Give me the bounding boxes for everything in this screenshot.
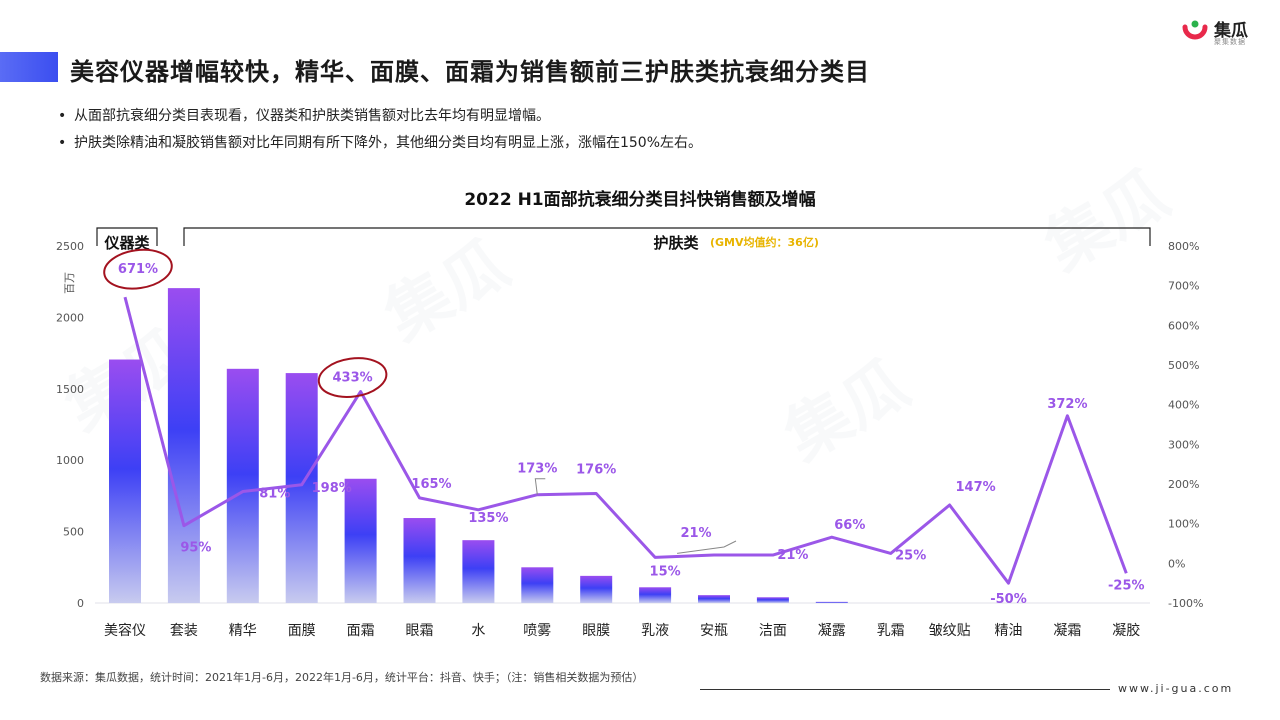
growth-data-label: 135% — [468, 511, 508, 526]
y-axis-label: 百万 — [63, 272, 76, 294]
leader-line — [534, 478, 546, 495]
bar — [344, 478, 377, 603]
logo-icon — [1182, 20, 1208, 40]
growth-data-label: 198% — [312, 481, 352, 496]
bullet-item: 护肤类除精油和凝胶销售额对比年同期有所下降外，其他细分类目均有明显上涨，涨幅在1… — [58, 130, 702, 157]
growth-line-path — [123, 296, 1128, 585]
category-label: 面霜 — [347, 623, 375, 639]
growth-data-label: 671% — [118, 262, 158, 277]
category-label: 凝霜 — [1053, 623, 1081, 639]
growth-data-label: 147% — [956, 480, 996, 495]
bar — [226, 368, 259, 603]
y-tick-label: 1500 — [56, 383, 84, 396]
y-tick-label: 2000 — [56, 311, 84, 324]
y2-tick-label: -100% — [1168, 597, 1203, 610]
y-tick-label: 0 — [77, 597, 84, 610]
y2-tick-label: 200% — [1168, 478, 1199, 491]
group-note: (GMV均值约：36亿) — [710, 235, 819, 249]
bar — [815, 601, 848, 603]
growth-labels: 671% 95% 81% 198% 433% 165% 135% 173% 176% 15% 21%… — [103, 248, 1145, 607]
y-tick-label: 1000 — [56, 454, 84, 467]
bar — [109, 359, 141, 603]
growth-data-label: -25% — [1108, 578, 1145, 593]
category-label: 皱纹贴 — [929, 623, 971, 639]
bar — [285, 373, 318, 603]
growth-data-label: 165% — [411, 477, 451, 492]
category-label: 喷雾 — [523, 623, 551, 639]
bar — [167, 288, 200, 603]
bar — [580, 575, 613, 603]
growth-data-label: 66% — [834, 518, 865, 533]
category-label: 乳液 — [641, 623, 669, 639]
bullet-item: 从面部抗衰细分类目表现看，仪器类和护肤类销售额对比去年均有明显增幅。 — [58, 103, 702, 130]
group-bracket — [183, 227, 1151, 246]
title-accent-bar — [0, 52, 58, 82]
category-groups: 仪器类 护肤类 (GMV均值约：36亿) — [96, 227, 1151, 252]
growth-data-label: 372% — [1047, 397, 1087, 412]
growth-data-label: 25% — [895, 548, 926, 563]
category-labels: 美容仪 套装 精华 面膜 面霜 眼霜 水 喷雾 眼膜 乳液 安瓶 洁面 凝露 乳霜 皱纹贴 精油 凝霜 凝胶 — [104, 622, 1140, 639]
bar — [698, 595, 730, 603]
growth-data-label: 21% — [777, 548, 808, 563]
category-label: 眼膜 — [582, 623, 610, 639]
summary-bullets: 从面部抗衰细分类目表现看，仪器类和护肤类销售额对比去年均有明显增幅。 护肤类除精… — [58, 103, 702, 157]
y2-tick-label: 400% — [1168, 399, 1199, 412]
logo-subtext: 聚集数据 — [1214, 38, 1246, 46]
category-label: 洁面 — [759, 623, 787, 639]
category-label: 套装 — [170, 623, 198, 639]
bar — [403, 518, 436, 603]
growth-data-label: 15% — [650, 564, 681, 579]
y2-tick-label: 500% — [1168, 359, 1199, 372]
bar — [756, 597, 789, 603]
logo-text: 集瓜 — [1214, 21, 1248, 41]
bars — [109, 288, 848, 603]
y-tick-label: 2500 — [56, 240, 84, 253]
page-title: 美容仪器增幅较快，精华、面膜、面霜为销售额前三护肤类抗衰细分类目 — [70, 58, 870, 86]
category-label: 精华 — [229, 623, 257, 639]
highlight-circle — [317, 357, 388, 398]
growth-data-label: 433% — [333, 371, 373, 386]
axes: 0 500 1000 1500 2000 2500 百万 -100% 0% 100% 200% 300… — [56, 240, 1203, 610]
y2-tick-label: 0% — [1168, 557, 1185, 570]
data-source-note: 数据来源：集瓜数据，统计时间：2021年1月-6月，2022年1月-6月，统计平… — [40, 671, 644, 684]
y2-tick-label: 100% — [1168, 518, 1199, 531]
growth-data-label: 81% — [259, 487, 290, 502]
category-label: 精油 — [995, 623, 1023, 639]
growth-data-label: 21% — [680, 526, 711, 541]
highlight-circle — [103, 248, 173, 290]
category-label: 眼霜 — [406, 623, 434, 639]
category-label: 水 — [471, 623, 485, 639]
y2-tick-label: 700% — [1168, 280, 1199, 293]
group-label: 护肤类 — [653, 234, 699, 252]
bar — [462, 540, 495, 603]
category-label: 美容仪 — [104, 622, 146, 639]
bar — [521, 567, 554, 603]
category-label: 乳霜 — [877, 623, 905, 639]
leader-line — [677, 540, 737, 554]
y2-tick-label: 800% — [1168, 240, 1199, 253]
chart-title: 2022 H1面部抗衰细分类目抖快销售额及增幅 — [464, 190, 816, 210]
footer-divider — [700, 689, 1110, 690]
category-label: 凝露 — [818, 623, 846, 639]
growth-line — [123, 296, 1128, 585]
growth-data-label: 95% — [180, 541, 211, 556]
y-tick-label: 500 — [63, 526, 84, 539]
growth-data-label: 176% — [576, 463, 616, 478]
category-label: 面膜 — [288, 623, 316, 639]
y2-tick-label: 300% — [1168, 438, 1199, 451]
brand-logo: 集瓜 聚集数据 — [1182, 16, 1262, 46]
growth-data-label: -50% — [990, 592, 1027, 607]
group-label: 仪器类 — [103, 234, 150, 252]
category-label: 凝胶 — [1112, 622, 1140, 639]
footer-url: www.ji-gua.com — [1118, 682, 1234, 695]
y2-tick-label: 600% — [1168, 319, 1199, 332]
bar — [639, 587, 672, 603]
category-label: 安瓶 — [700, 623, 728, 639]
growth-data-label: 173% — [517, 462, 557, 477]
group-bracket — [96, 227, 158, 246]
